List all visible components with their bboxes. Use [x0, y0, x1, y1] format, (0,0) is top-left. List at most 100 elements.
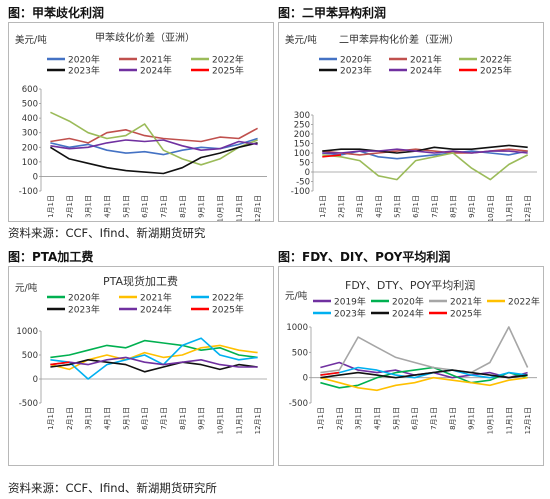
x-tick-label: 1月1日 [317, 407, 325, 430]
legend-entry: 2022年 [480, 54, 512, 66]
legend-entry: 2022年 [508, 296, 540, 308]
y-tick-label: 0 [33, 375, 38, 385]
x-tick-label: 10月1日 [486, 407, 494, 434]
y-tick-label: 100 [22, 158, 38, 168]
panel-pta: PTA现货加工费 元/吨 2020年 2021年 2022年 2023年 2024年 2025… [8, 266, 274, 466]
chart-title: PTA现货加工费 [103, 274, 178, 288]
x-tick-label: 6月1日 [411, 407, 419, 430]
y-axis-label: 元/吨 [285, 290, 308, 302]
series-line [320, 326, 529, 374]
y-tick-label: 500 [292, 348, 308, 358]
x-tick-label: 12月1日 [524, 195, 532, 221]
x-tick-label: 5月1日 [394, 195, 402, 218]
series-line [320, 366, 528, 389]
chart-title: FDY、DTY、POY平均利润 [345, 278, 475, 292]
legend-entry: 2025年 [450, 308, 482, 320]
y-tick-label: 0 [303, 374, 308, 384]
x-tick-label: 5月1日 [122, 195, 130, 218]
x-tick-label: 6月1日 [412, 195, 420, 218]
x-tick-label: 2月1日 [66, 407, 74, 430]
x-tick-label: 9月1日 [468, 195, 476, 218]
y-tick-label: 600 [22, 85, 38, 95]
x-tick-label: 8月1日 [450, 195, 458, 218]
series-line [320, 371, 340, 376]
caption-pta: 图：PTA加工费 [8, 250, 94, 264]
x-tick-label: 9月1日 [198, 195, 206, 218]
legend-entry: 2025年 [480, 65, 512, 77]
series-line [50, 361, 70, 366]
x-tick-label: 7月1日 [160, 407, 168, 430]
x-tick-label: 12月1日 [524, 407, 532, 434]
series-line [320, 369, 528, 379]
x-tick-label: 3月1日 [355, 407, 363, 430]
chart-title: 甲苯歧化价差（亚洲） [95, 31, 195, 44]
x-tick-label: 10月1日 [487, 195, 495, 221]
x-tick-label: 7月1日 [160, 195, 168, 218]
series-line [50, 337, 258, 380]
y-tick-label: 0 [33, 172, 38, 182]
series-line [50, 339, 258, 359]
legend-entry: 2020年 [340, 54, 372, 66]
legend-entry: 2025年 [212, 65, 244, 77]
y-tick-label: 500 [22, 100, 38, 110]
y-tick-label: -50 [296, 178, 310, 188]
y-tick-label: 1000 [286, 323, 308, 333]
legend-entry: 2024年 [392, 308, 424, 320]
legend-entry: 2023年 [334, 308, 366, 320]
series-line [322, 152, 529, 181]
series-line [50, 359, 258, 373]
caption-toluene: 图：甲苯歧化利润 [8, 6, 105, 20]
y-tick-label: 100 [294, 149, 310, 159]
legend-entry: 2023年 [68, 65, 100, 77]
x-tick-label: 9月1日 [198, 407, 206, 430]
x-tick-label: 8月1日 [179, 195, 187, 218]
chart-toluene: 甲苯歧化价差（亚洲） 美元/吨 2020年 2021年 2022年 2023年 2024年 2… [15, 31, 267, 221]
legend-entry: 2022年 [212, 292, 244, 304]
panel-xylene: 二甲苯异构化价差（亚洲） 美元/吨 2020年 2021年 2022年 2023年 2024… [278, 22, 544, 222]
x-tick-label: 3月1日 [356, 195, 364, 218]
legend-entry: 2024年 [140, 65, 172, 77]
panel-polyester: FDY、DTY、POY平均利润 元/吨 2019年 2020年 2021年 2022年 20… [278, 266, 544, 466]
x-tick-label: 7月1日 [430, 407, 438, 430]
y-tick-label: 0 [305, 168, 310, 178]
x-tick-label: 6月1日 [141, 195, 149, 218]
x-tick-label: 11月1日 [235, 407, 243, 434]
y-tick-label: 50 [299, 159, 310, 169]
panel-toluene: 甲苯歧化价差（亚洲） 美元/吨 2020年 2021年 2022年 2023年 2024年 2… [8, 22, 274, 222]
y-tick-label: -500 [19, 399, 38, 409]
x-tick-label: 2月1日 [66, 195, 74, 218]
source-note: 资料来源：CCF、Ifind、新湖期货研究 [8, 226, 206, 240]
y-axis-label: 美元/吨 [285, 34, 317, 46]
x-tick-label: 10月1日 [216, 407, 224, 434]
series-line [322, 144, 528, 154]
y-tick-label: 300 [22, 129, 38, 139]
x-tick-label: 11月1日 [506, 195, 514, 221]
legend-entry: 2024年 [410, 65, 442, 77]
legend-entry: 2021年 [140, 54, 172, 66]
y-tick-label: 400 [22, 114, 38, 124]
x-tick-label: 2月1日 [338, 195, 346, 218]
chart-xylene: 二甲苯异构化价差（亚洲） 美元/吨 2020年 2021年 2022年 2023年 2024… [285, 33, 537, 221]
legend-entry: 2023年 [68, 304, 100, 316]
legend-entry: 2019年 [334, 296, 366, 308]
x-tick-label: 8月1日 [449, 407, 457, 430]
x-tick-label: 7月1日 [431, 195, 439, 218]
x-tick-label: 9月1日 [468, 407, 476, 430]
legend-entry: 2025年 [212, 304, 244, 316]
x-tick-label: 2月1日 [336, 407, 344, 430]
y-tick-label: 1000 [16, 327, 38, 337]
chart-title: 二甲苯异构化价差（亚洲） [339, 33, 459, 46]
x-tick-label: 4月1日 [103, 195, 111, 218]
y-tick-label: 300 [294, 111, 310, 121]
caption-polyester: 图：FDY、DIY、POY平均利润 [278, 250, 451, 264]
x-tick-label: 3月1日 [85, 407, 93, 430]
x-tick-label: 1月1日 [47, 407, 55, 430]
x-tick-label: 6月1日 [141, 407, 149, 430]
x-tick-label: 3月1日 [85, 195, 93, 218]
legend-entry: 2021年 [140, 292, 172, 304]
y-tick-label: 500 [22, 351, 38, 361]
x-tick-label: 1月1日 [319, 195, 327, 218]
x-tick-label: 12月1日 [254, 195, 262, 221]
